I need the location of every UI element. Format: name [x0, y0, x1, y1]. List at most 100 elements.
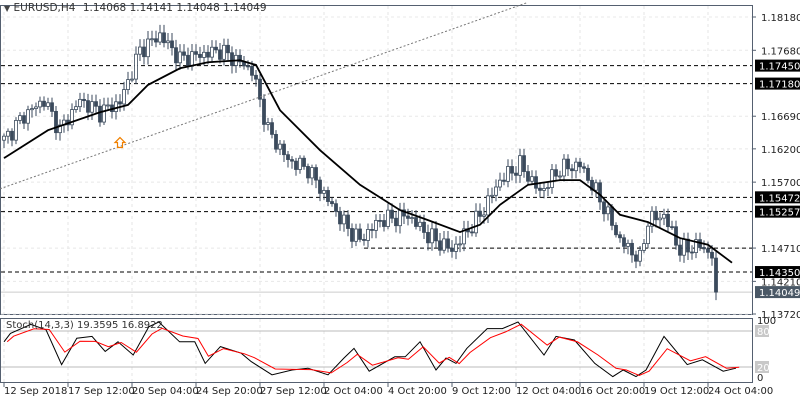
bear-candle: [390, 209, 394, 219]
bull-candle: [342, 214, 346, 225]
bear-candle: [22, 115, 26, 124]
stochastic-panel-border: [0, 318, 753, 383]
x-tick-label: 24 Sep 20:00: [196, 386, 263, 397]
overlays: [0, 1, 733, 264]
bull-candle: [646, 225, 650, 244]
level-price-tag: [755, 266, 800, 279]
bull-candle: [562, 158, 566, 177]
level-price-label: 1.17450: [759, 62, 800, 73]
bear-candle: [42, 100, 46, 107]
bear-candle: [602, 201, 606, 215]
bear-candle: [502, 179, 506, 182]
bull-candle: [6, 130, 10, 137]
trendline: [0, 1, 529, 190]
bear-candle: [370, 229, 374, 231]
bull-candle: [430, 228, 434, 244]
bear-candle: [186, 54, 190, 67]
y-tick-label: 1.15700: [761, 178, 800, 189]
bear-candle: [378, 219, 382, 222]
bear-candle: [414, 217, 418, 227]
bear-candle: [154, 38, 158, 43]
bear-candle: [450, 247, 454, 252]
level-price-label: 1.14350: [759, 268, 800, 279]
stochastic-k-line: [3, 321, 737, 378]
x-tick-label: 27 Sep 12:00: [260, 386, 327, 397]
bull-candle: [38, 100, 42, 108]
bear-candle: [262, 98, 266, 125]
bear-candle: [554, 169, 558, 177]
bear-candle: [250, 65, 254, 76]
bull-candle: [30, 108, 34, 111]
current-price-tag: [755, 286, 800, 299]
bull-candle: [222, 44, 226, 60]
x-tick-label: 12 Sep 2018: [4, 386, 67, 397]
bull-candle: [386, 209, 390, 227]
bull-candle: [550, 169, 554, 188]
bull-candle: [418, 221, 422, 227]
y-tick-label: 1.16200: [761, 145, 800, 156]
bear-candle: [282, 143, 286, 156]
bull-candle: [662, 213, 666, 219]
bull-candle: [130, 78, 134, 81]
bear-candle: [350, 228, 354, 242]
bull-candle: [178, 51, 182, 64]
price-axis: 1.18180 1.17680 1.16690 1.16200 1.15700 1.147…: [752, 13, 800, 321]
bear-candle: [294, 160, 298, 170]
bear-candle: [118, 101, 122, 105]
bull-candle: [14, 120, 18, 141]
bull-candle: [134, 53, 138, 80]
bear-candle: [162, 32, 166, 44]
bear-candle: [426, 232, 430, 244]
bear-candle: [330, 201, 334, 205]
bull-candle: [138, 46, 142, 55]
bear-candle: [630, 242, 634, 256]
bull-candle: [310, 167, 314, 179]
bear-candle: [218, 49, 222, 60]
candles: [2, 24, 718, 301]
bear-candle: [238, 54, 242, 63]
bear-candle: [274, 133, 278, 150]
stochastic-axis-label: 0: [757, 373, 763, 384]
bear-candle: [306, 166, 310, 179]
stochastic-level-tag: [755, 325, 769, 337]
bear-candle: [438, 240, 442, 251]
bear-candle: [226, 44, 230, 54]
bear-candle: [618, 234, 622, 239]
bear-candle: [10, 130, 14, 141]
bear-candle: [470, 231, 474, 234]
bull-candle: [658, 217, 662, 221]
bull-candle: [2, 135, 6, 141]
bull-candle: [374, 219, 378, 231]
bull-candle: [266, 122, 270, 125]
bear-candle: [142, 46, 146, 58]
bull-candle: [278, 143, 282, 150]
bull-candle: [530, 176, 534, 182]
collapse-triangle-icon[interactable]: ▼: [4, 4, 11, 13]
bear-candle: [678, 244, 682, 256]
bear-candle: [230, 52, 234, 66]
bear-candle: [346, 214, 350, 229]
x-tick-label: 17 Sep 12:00: [68, 386, 135, 397]
bull-candle: [506, 166, 510, 182]
bear-candle: [634, 254, 638, 262]
bull-candle: [498, 179, 502, 188]
bull-candle: [650, 210, 654, 227]
bear-candle: [318, 179, 322, 194]
bear-candle: [254, 74, 258, 80]
bull-candle: [322, 190, 326, 194]
bull-candle: [626, 242, 630, 247]
level-price-tag: [755, 59, 800, 72]
bull-candle: [146, 38, 150, 58]
bull-candle: [78, 98, 82, 108]
bear-candle: [478, 210, 482, 217]
bull-candle: [638, 249, 642, 262]
bear-candle: [614, 224, 618, 236]
up-arrow-icon: [113, 136, 127, 149]
bull-candle: [90, 101, 94, 113]
bull-candle: [454, 243, 458, 252]
bear-candle: [174, 47, 178, 64]
bear-candle: [586, 167, 590, 181]
